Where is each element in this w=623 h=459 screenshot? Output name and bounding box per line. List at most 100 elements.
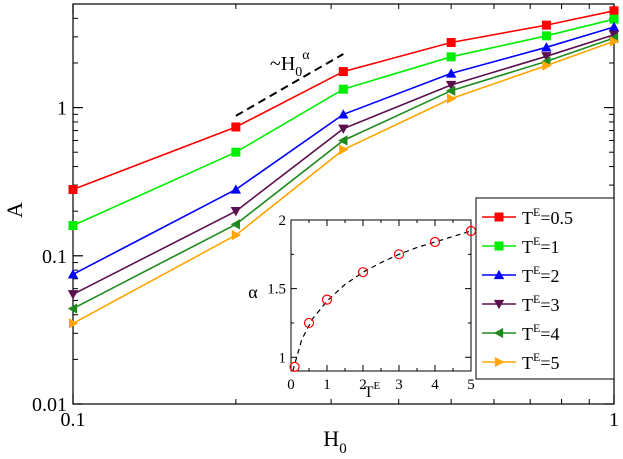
inset-fit-curve bbox=[292, 230, 472, 372]
legend-marker bbox=[493, 327, 504, 339]
data-point bbox=[447, 93, 457, 104]
inset-y-tick-label: 1.5 bbox=[267, 282, 286, 298]
legend-marker bbox=[494, 212, 504, 222]
series-3 bbox=[67, 21, 620, 279]
inset-data-point bbox=[429, 236, 441, 248]
inset-data-point bbox=[393, 249, 405, 260]
main-series-group bbox=[67, 6, 620, 329]
data-point bbox=[68, 318, 79, 329]
data-point bbox=[609, 36, 620, 47]
series-2 bbox=[68, 14, 619, 231]
legend-marker bbox=[493, 299, 505, 310]
series-line bbox=[72, 26, 615, 276]
data-point bbox=[541, 20, 551, 30]
annotation-label: ~H0α bbox=[270, 48, 310, 80]
data-point bbox=[231, 122, 241, 132]
data-point bbox=[542, 60, 552, 71]
inset-chart: 0 1 2 3 4 511.52 α TE bbox=[248, 213, 477, 401]
inset-x-tick-label: 0 bbox=[287, 377, 295, 393]
data-point bbox=[445, 80, 457, 91]
series-line bbox=[72, 40, 615, 325]
series-line bbox=[72, 34, 615, 296]
y-tick-label: 1 bbox=[57, 98, 67, 120]
data-point bbox=[609, 6, 619, 16]
slope-guide-line bbox=[235, 53, 344, 117]
data-point bbox=[338, 84, 348, 94]
y-axis-label: A bbox=[2, 202, 27, 218]
legend-label: TE=5 bbox=[522, 350, 560, 373]
inset-x-tick-label: 3 bbox=[395, 377, 403, 393]
legend-label: TE=2 bbox=[522, 263, 560, 286]
series-4 bbox=[67, 30, 620, 300]
data-point bbox=[446, 52, 456, 62]
slope-annotation: ~H0α bbox=[235, 48, 344, 117]
legend-box bbox=[475, 197, 615, 380]
data-point bbox=[68, 221, 78, 231]
data-point bbox=[338, 67, 348, 77]
data-point bbox=[339, 144, 349, 155]
data-point bbox=[67, 303, 78, 314]
inset-x-tick-label: 4 bbox=[431, 377, 439, 393]
inset-x-tick-label: 1 bbox=[323, 377, 331, 393]
legend-entry: TE=2 bbox=[482, 263, 560, 286]
x-tick-label: 1 bbox=[609, 409, 619, 431]
inset-data-point bbox=[321, 294, 333, 305]
data-point bbox=[541, 52, 552, 62]
legend-marker bbox=[494, 241, 504, 251]
series-6 bbox=[68, 36, 620, 329]
data-point bbox=[67, 269, 79, 279]
data-point bbox=[608, 21, 620, 32]
series-line bbox=[72, 10, 615, 191]
data-point bbox=[338, 135, 348, 146]
data-point bbox=[446, 37, 456, 47]
legend-label: TE=4 bbox=[522, 321, 560, 344]
data-point bbox=[445, 68, 457, 78]
data-point bbox=[541, 31, 551, 41]
legend-marker bbox=[493, 269, 505, 280]
series-1 bbox=[68, 6, 619, 195]
data-point bbox=[230, 219, 240, 230]
data-point bbox=[445, 85, 456, 96]
inset-data-point bbox=[357, 267, 369, 278]
data-point bbox=[541, 42, 552, 52]
inset-y-axis-label: α bbox=[248, 282, 258, 302]
inset-x-axis-label: TE bbox=[364, 380, 381, 401]
data-point bbox=[230, 207, 242, 217]
legend-entry: TE=1 bbox=[482, 234, 560, 257]
legend-label: TE=3 bbox=[522, 292, 560, 315]
inset-x-tick-label: 5 bbox=[467, 377, 475, 393]
inset-data-point bbox=[465, 225, 477, 237]
data-point bbox=[68, 185, 78, 195]
inset-x-tick-label: 2 bbox=[359, 377, 367, 393]
data-point bbox=[67, 290, 79, 300]
y-tick-label: 0.1 bbox=[42, 246, 67, 268]
series-line bbox=[72, 18, 615, 227]
legend-entry: TE=0.5 bbox=[482, 205, 573, 228]
inset-y-tick-label: 1 bbox=[279, 350, 287, 366]
legend-label: TE=1 bbox=[522, 234, 560, 257]
data-point bbox=[338, 109, 349, 119]
inset-frame bbox=[290, 219, 472, 372]
data-point bbox=[609, 14, 619, 24]
data-point bbox=[230, 184, 242, 194]
legend: TE=0.5 TE=1 TE=2 TE=3 TE=4 TE=5 bbox=[475, 197, 615, 380]
inset-y-tick-label: 2 bbox=[279, 213, 287, 229]
legend-label: TE=0.5 bbox=[522, 205, 573, 228]
inset-data-group bbox=[289, 225, 477, 372]
x-axis-label: H0 bbox=[323, 426, 346, 457]
inset-data-point bbox=[289, 361, 300, 372]
legend-entry: TE=3 bbox=[482, 292, 560, 315]
legend-marker bbox=[494, 356, 505, 368]
series-line bbox=[72, 37, 615, 310]
data-point bbox=[231, 147, 241, 157]
inset-tick-group: 0 1 2 3 4 511.52 bbox=[267, 213, 475, 393]
legend-entry: TE=4 bbox=[482, 321, 560, 344]
main-tick-group: 0.1 10.010.11 bbox=[32, 3, 619, 431]
y-tick-label: 0.01 bbox=[32, 394, 67, 416]
data-point bbox=[231, 229, 242, 241]
data-point bbox=[338, 124, 349, 134]
inset-data-point bbox=[303, 317, 315, 329]
legend-entry: TE=5 bbox=[482, 350, 560, 373]
x-tick-label: 0.1 bbox=[61, 409, 86, 431]
